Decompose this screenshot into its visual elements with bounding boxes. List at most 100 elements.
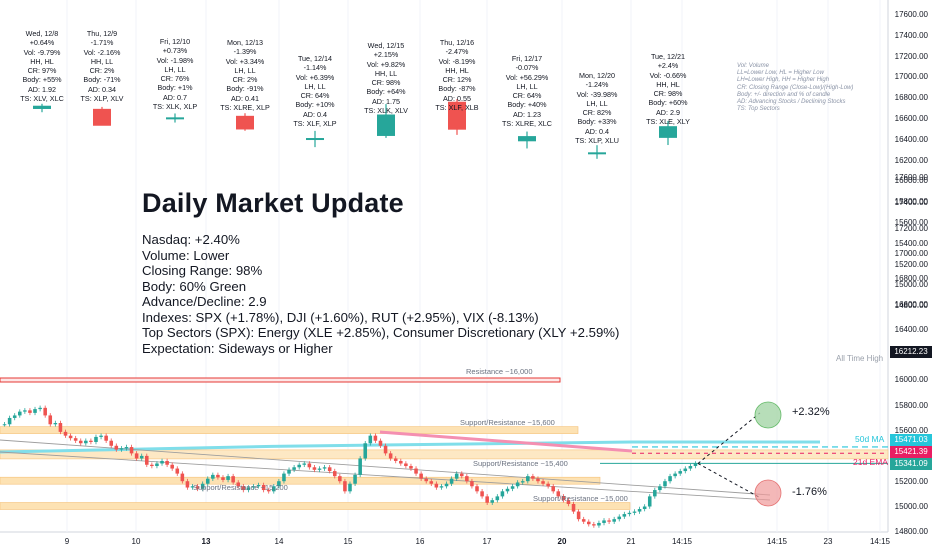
day-date: Fri, 12/10 [159,37,191,46]
intraday-candle-body [485,496,489,503]
day-cr: CR: 76% [160,74,190,84]
y-tick-label: 15000.00 [894,501,928,511]
intraday-candle-body [399,460,403,464]
day-summary: Mon, 12/20 -1.24% Vol: -39.98% LH, LL CR: 82… [552,71,642,145]
day-cr: CR: 2% [89,66,115,76]
daily-candle-body [659,126,677,138]
day-ts: TS: XLRE, XLC [502,119,552,129]
y-tick-label: 15000.00 [894,280,928,290]
intraday-candle-body [404,463,408,467]
x-tick-label: 14 [274,537,284,546]
daily-candle-body [236,115,254,130]
intraday-candle-body [109,440,114,446]
day-summary: Thu, 12/9 -1.71% Vol: -2.16% HH, LL CR: 2% Bo… [57,29,147,103]
intraday-candle-body [332,471,337,477]
y-tick-label: 17400.00 [894,198,928,208]
stat-closing-range: Closing Range: 98% [142,263,263,278]
intraday-candle-body [368,435,373,444]
intraday-candle-body [561,496,566,501]
intraday-candle-body [2,424,7,426]
x-tick-label: 9 [64,537,70,546]
day-body: Body: +55% [22,75,62,85]
intraday-candle-body [505,488,510,492]
intraday-candle-body [251,486,256,488]
intraday-candle-body [190,486,195,488]
level-label: Support/Resistance ~15,200 [193,483,288,492]
day-vol: Vol: +9.82% [366,59,406,69]
intraday-candle-body [632,511,637,513]
intraday-candle-body [693,463,698,467]
y-tick-label: 16200.00 [894,155,928,165]
day-body: Body: +1% [157,83,193,93]
daily-candle-body [93,108,111,126]
intraday-candle-body [327,467,332,472]
x-tick-label: 14:15 [671,537,693,546]
day-body: Body: +64% [366,87,406,97]
day-date: Fri, 12/17 [511,54,543,63]
intraday-candle-body [282,473,286,482]
intraday-candle-body [134,453,139,459]
day-date: Mon, 12/13 [227,38,263,47]
y-tick-label: 14800.00 [894,527,928,537]
intraday-candle-body [470,481,474,487]
intraday-candle-body [637,509,642,512]
day-body: Body: -87% [438,84,476,94]
intraday-candle-body [414,468,418,474]
abbreviation-legend: Vol: Volume LL=Lower Low, HL = Higher Lo… [737,63,853,113]
day-ts: TS: XLF, XLP [293,119,337,129]
x-tick-label: 10 [131,537,141,546]
daily-candle-body [448,101,466,130]
intraday-candle-body [500,491,505,497]
day-cr: CR: 97% [27,66,57,76]
day-summary: Tue, 12/21 +2.4% Vol: -0.66% HH, HL CR: 98% B… [623,52,713,126]
day-chg: +2.15% [373,50,399,60]
day-ad: AD: 2.9 [656,107,680,117]
upside-scenario-label: +2.32% [792,406,830,418]
ma50-line [0,440,820,454]
y-tick-label: 16400.00 [894,134,928,144]
intraday-candle-body [12,415,17,418]
intraday-candle-body [63,431,68,436]
daily-candle-body [588,152,606,155]
y-tick-label: 17000.00 [894,72,928,82]
day-ad: AD: 1.75 [372,96,400,106]
update-title: Daily Market Update [142,188,404,218]
intraday-candle-body [475,486,479,492]
day-ts: TS: XLRE, XLP [220,103,270,113]
intraday-candle-body [459,473,464,477]
x-tick-label: 14:15 [869,537,891,546]
day-vol: Vol: +3.34% [225,56,265,66]
intraday-candle-body [546,483,550,487]
ma50-price-tag: 15471.03 [890,434,932,446]
intraday-candle-body [231,476,235,483]
ma50-label: 50d MA [855,434,885,444]
intraday-candle-body [216,474,220,478]
intraday-candle-body [312,467,317,470]
day-chg: +0.64% [29,38,55,48]
y-tick-label: 16800.00 [894,93,928,103]
y-tick-label: 15200.00 [894,259,928,269]
daily-candle-body [518,136,536,142]
intraday-candle-body [322,467,327,469]
intraday-candle-body [393,458,398,461]
intraday-candle-body [48,415,53,425]
intraday-candle-body [688,466,693,469]
intraday-candle-body [246,487,251,491]
support-resistance-zone [0,476,601,485]
day-hl: HH, LL [90,56,114,66]
all-time-high-label: All Time High [836,354,884,363]
day-vol: Vol: +56.29% [505,72,549,82]
intraday-candle-body [7,417,12,425]
day-body: Body: +40% [507,100,547,110]
intraday-candle-body [211,474,215,479]
intraday-candle-body [627,512,632,515]
intraday-candle-body [292,467,296,470]
intraday-candle-body [607,520,611,522]
intraday-candle-body [226,476,230,480]
day-vol: Vol: -8.19% [438,56,476,66]
intraday-candle-body [89,440,93,442]
intraday-candle-body [343,481,347,492]
stat-top-sectors: Top Sectors (SPX): Energy (XLE +2.85%), … [142,325,620,340]
intraday-candle-body [155,463,159,467]
intraday-candle-body [551,486,555,492]
